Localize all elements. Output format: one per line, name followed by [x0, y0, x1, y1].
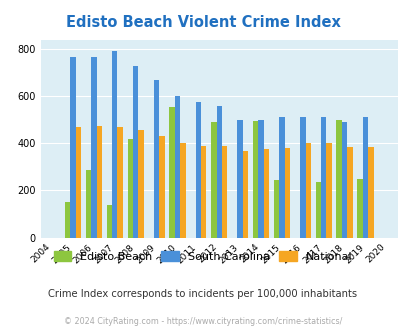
- Bar: [75, 127, 81, 238]
- Bar: [138, 130, 143, 238]
- Bar: [200, 146, 206, 238]
- Bar: [153, 80, 159, 238]
- Bar: [356, 179, 362, 238]
- Legend: Edisto Beach, South Carolina, National: Edisto Beach, South Carolina, National: [49, 247, 356, 267]
- Bar: [211, 122, 216, 238]
- Bar: [180, 143, 185, 238]
- Bar: [326, 143, 331, 238]
- Bar: [65, 202, 70, 238]
- Bar: [258, 120, 263, 238]
- Bar: [117, 127, 123, 238]
- Bar: [341, 122, 346, 238]
- Text: © 2024 CityRating.com - https://www.cityrating.com/crime-statistics/: © 2024 CityRating.com - https://www.city…: [64, 317, 341, 326]
- Bar: [315, 182, 320, 238]
- Bar: [305, 143, 310, 238]
- Bar: [299, 117, 305, 238]
- Bar: [279, 117, 284, 238]
- Bar: [362, 117, 367, 238]
- Text: Edisto Beach Violent Crime Index: Edisto Beach Violent Crime Index: [65, 15, 340, 30]
- Bar: [159, 136, 164, 238]
- Bar: [112, 51, 117, 238]
- Bar: [70, 57, 75, 238]
- Bar: [336, 120, 341, 238]
- Bar: [222, 146, 227, 238]
- Text: Crime Index corresponds to incidents per 100,000 inhabitants: Crime Index corresponds to incidents per…: [48, 289, 357, 299]
- Bar: [346, 147, 352, 238]
- Bar: [263, 149, 269, 238]
- Bar: [284, 148, 289, 238]
- Bar: [107, 205, 112, 238]
- Bar: [169, 107, 174, 238]
- Bar: [85, 170, 91, 238]
- Bar: [216, 106, 222, 238]
- Bar: [195, 102, 200, 238]
- Bar: [252, 121, 258, 238]
- Bar: [242, 151, 248, 238]
- Bar: [367, 147, 373, 238]
- Bar: [127, 139, 132, 238]
- Bar: [320, 117, 326, 238]
- Bar: [91, 57, 96, 238]
- Bar: [237, 120, 242, 238]
- Bar: [273, 180, 279, 238]
- Bar: [174, 96, 180, 238]
- Bar: [96, 126, 102, 238]
- Bar: [132, 66, 138, 238]
